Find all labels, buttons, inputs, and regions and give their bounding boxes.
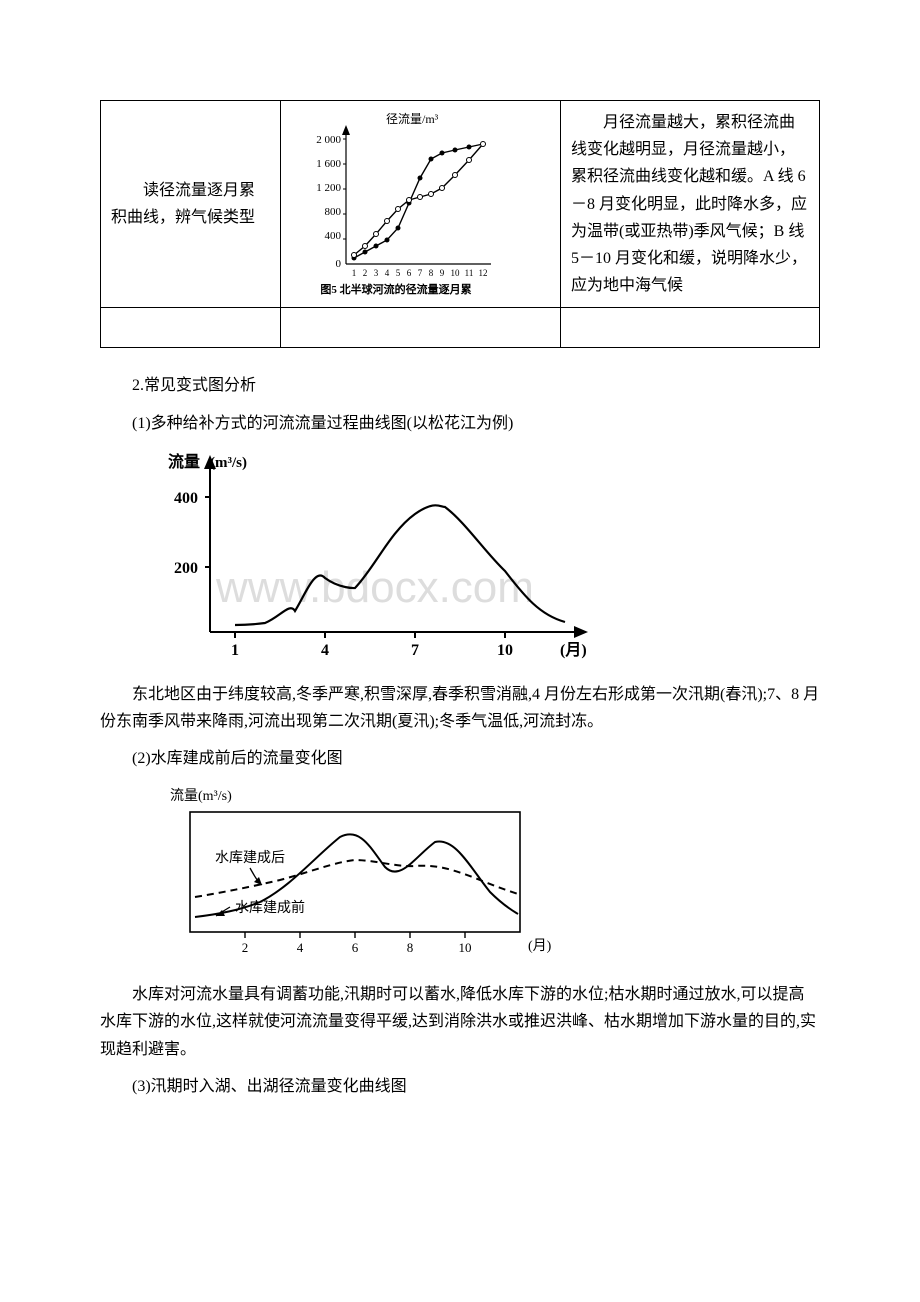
- y-axis-label: 流量(m³/s): [170, 788, 232, 804]
- svg-text:4: 4: [385, 268, 390, 278]
- item1-title: (1)多种给补方式的河流流量过程曲线图(以松花江为例): [100, 410, 820, 437]
- svg-text:8: 8: [407, 940, 414, 955]
- y-tick: 400: [174, 490, 198, 507]
- svg-text:3: 3: [374, 268, 379, 278]
- x-ticks: 1 2 3 4 5 6 7 8 9 10 11 12: [352, 268, 488, 278]
- svg-text:11: 11: [465, 268, 474, 278]
- x-axis-label: (月): [560, 641, 587, 659]
- chart2-container: 流量(m³/s) (月) 2 4 6 8 10 水库建成后 水库建成前: [140, 782, 820, 967]
- x-axis-label: (月): [528, 938, 552, 954]
- item2-title: (2)水库建成前后的流量变化图: [100, 745, 820, 772]
- paragraph-2: 水库对河流水量具有调蓄功能,汛期时可以蓄水,降低水库下游的水位;枯水期时通过放水…: [100, 981, 820, 1063]
- svg-text:800: 800: [325, 206, 342, 218]
- svg-text:10: 10: [459, 940, 472, 955]
- y-ticks: 2 000 1 600 1 200 800 400 0: [316, 134, 341, 270]
- svg-text:6: 6: [352, 940, 359, 955]
- svg-text:8: 8: [429, 268, 434, 278]
- series-a-markers: [352, 142, 486, 261]
- empty-cell: [281, 308, 561, 348]
- svg-text:10: 10: [451, 268, 461, 278]
- svg-text:400: 400: [325, 230, 342, 242]
- table-row: 读径流量逐月累积曲线，辨气候类型 径流量/m³ 2 000 1 600 1 20…: [101, 101, 820, 308]
- svg-text:0: 0: [336, 258, 342, 270]
- x-ticks: 2 4 6 8 10: [242, 940, 472, 955]
- row1-right: 月径流量越大，累积径流曲线变化越明显，月径流量越小，累积径流曲线变化越和缓。A …: [561, 101, 820, 308]
- label-after: 水库建成后: [215, 850, 285, 866]
- series-a-line: [354, 144, 483, 258]
- svg-text:7: 7: [418, 268, 423, 278]
- empty-cell: [101, 308, 281, 348]
- table-empty-row: [101, 308, 820, 348]
- row1-chart-cell: 径流量/m³ 2 000 1 600 1 200 800 400 0: [281, 101, 561, 308]
- y-axis-unit: (m³/s): [210, 455, 247, 471]
- svg-text:4: 4: [321, 642, 329, 659]
- y-tick: 200: [174, 560, 198, 577]
- label-before: 水库建成前: [235, 899, 305, 916]
- x-ticks: 1 4 7 10: [231, 642, 513, 659]
- svg-text:2 000: 2 000: [316, 134, 341, 146]
- svg-text:7: 7: [411, 642, 419, 659]
- row1-left: 读径流量逐月累积曲线，辨气候类型: [101, 101, 281, 308]
- svg-text:12: 12: [479, 268, 488, 278]
- y-axis-label: 流量: [168, 452, 200, 471]
- watermark-text: www.bdocx.com: [215, 563, 534, 612]
- svg-text:2: 2: [363, 268, 368, 278]
- series-b-markers: [352, 142, 486, 258]
- chart-caption: 图5 北半球河流的径流量逐月累: [320, 282, 471, 296]
- svg-text:5: 5: [396, 268, 401, 278]
- reservoir-flow-chart: 流量(m³/s) (月) 2 4 6 8 10 水库建成后 水库建成前: [140, 782, 560, 967]
- svg-text:9: 9: [440, 268, 445, 278]
- svg-text:2: 2: [242, 940, 249, 955]
- svg-text:10: 10: [497, 642, 513, 659]
- analysis-table: 读径流量逐月累积曲线，辨气候类型 径流量/m³ 2 000 1 600 1 20…: [100, 100, 820, 348]
- svg-text:6: 6: [407, 268, 412, 278]
- cumulative-runoff-chart: 径流量/m³ 2 000 1 600 1 200 800 400 0: [291, 109, 501, 299]
- svg-text:1 600: 1 600: [316, 158, 341, 170]
- svg-text:1 200: 1 200: [316, 182, 341, 194]
- item3-title: (3)汛期时入湖、出湖径流量变化曲线图: [100, 1073, 820, 1100]
- section-title: 2.常见变式图分析: [100, 372, 820, 399]
- paragraph-1: 东北地区由于纬度较高,冬季严寒,积雪深厚,春季积雪消融,4 月份左右形成第一次汛…: [100, 681, 820, 735]
- songhua-flow-chart: www.bdocx.com 流量 (m³/s) (月) 400 200 1 4 …: [140, 447, 610, 667]
- chart1-container: www.bdocx.com 流量 (m³/s) (月) 400 200 1 4 …: [140, 447, 820, 667]
- svg-text:1: 1: [352, 268, 357, 278]
- empty-cell: [561, 308, 820, 348]
- y-axis-label: 径流量/m³: [386, 112, 439, 126]
- svg-text:1: 1: [231, 642, 239, 659]
- svg-text:4: 4: [297, 940, 304, 955]
